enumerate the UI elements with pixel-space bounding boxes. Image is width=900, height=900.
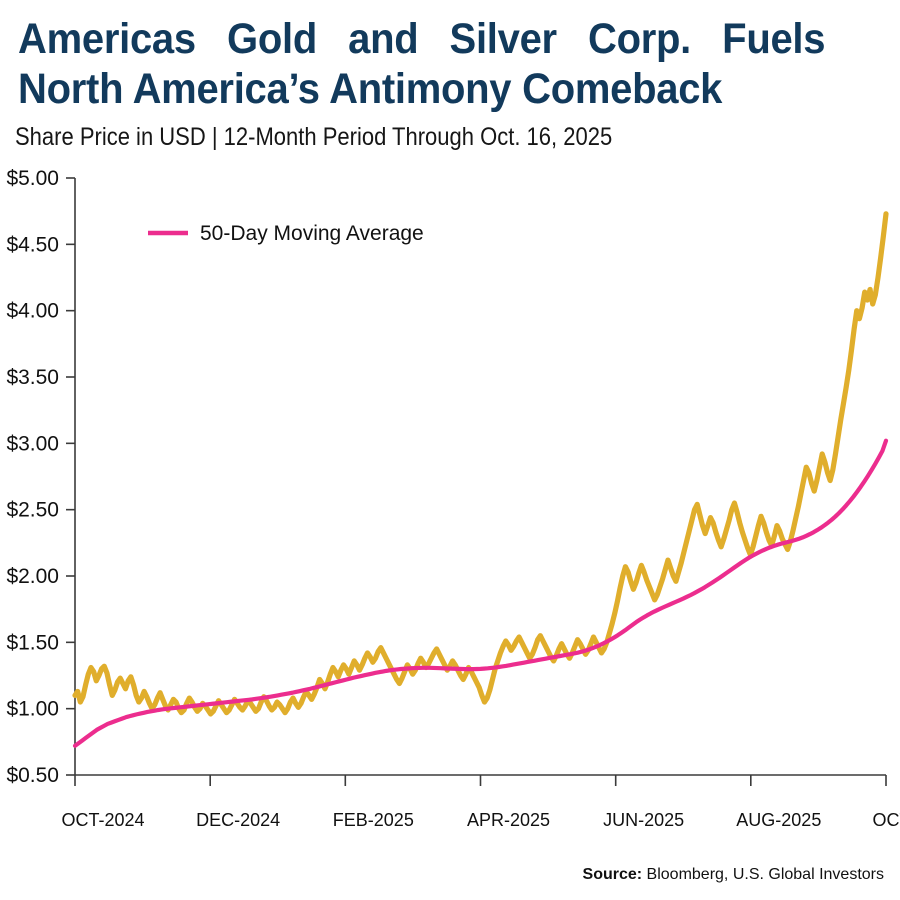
series-50-day-moving-average: [72, 438, 889, 748]
y-axis-tick-label: $4.00: [6, 300, 59, 323]
y-axis-tick-label: $1.50: [6, 631, 59, 654]
series-share-price: [72, 211, 889, 717]
source-note: Source: Bloomberg, U.S. Global Investors: [583, 866, 884, 884]
title-line-1: Americas Gold and Silver Corp. Fuels: [18, 15, 826, 63]
y-axis-ticks: $0.50 $1.00 $1.50 $2.00 $2.50 $3.00 $3.50 $4.00…: [6, 167, 75, 787]
chart-legend: 50-Day Moving Average: [148, 222, 424, 245]
source-text: Bloomberg, U.S. Global Investors: [642, 866, 884, 883]
x-axis-ticks: OCT-2024 DEC-2024 FEB-2025 APR-2025 JUN-2025…: [61, 775, 900, 830]
y-axis-tick-label: $5.00: [6, 167, 59, 190]
legend-label-50-day-moving-average: 50-Day Moving Average: [200, 222, 424, 245]
x-axis-tick-label: DEC-2024: [196, 810, 280, 830]
line-chart: $0.50 $1.00 $1.50 $2.00 $2.50 $3.00 $3.50 $4.00…: [6, 167, 900, 830]
x-axis-tick-label: APR-2025: [467, 810, 550, 830]
y-axis-tick-label: $3.00: [6, 432, 59, 455]
page-subtitle: Share Price in USD | 12-Month Period Thr…: [15, 123, 613, 151]
y-axis-tick-label: $3.50: [6, 366, 59, 389]
y-axis-tick-label: $4.50: [6, 233, 59, 256]
chart-canvas: $0.50 $1.00 $1.50 $2.00 $2.50 $3.00 $3.50 $4.00…: [0, 160, 900, 840]
y-axis-tick-label: $1.00: [6, 698, 59, 721]
x-axis-tick-label: FEB-2025: [333, 810, 414, 830]
x-axis-tick-label: OCT-2024: [61, 810, 144, 830]
title-line-2: North America’s Antimony Comeback: [18, 65, 723, 113]
x-axis-tick-label: OCT-2025: [872, 810, 900, 830]
x-axis-tick-label: AUG-2025: [736, 810, 821, 830]
y-axis-tick-label: $2.00: [6, 565, 59, 588]
y-axis-tick-label: $0.50: [6, 764, 59, 787]
page-title: Americas Gold and Silver Corp. Fuels Nor…: [18, 14, 886, 114]
y-axis-tick-label: $2.50: [6, 499, 59, 522]
source-label: Source:: [582, 866, 643, 883]
x-axis-tick-label: JUN-2025: [603, 810, 684, 830]
